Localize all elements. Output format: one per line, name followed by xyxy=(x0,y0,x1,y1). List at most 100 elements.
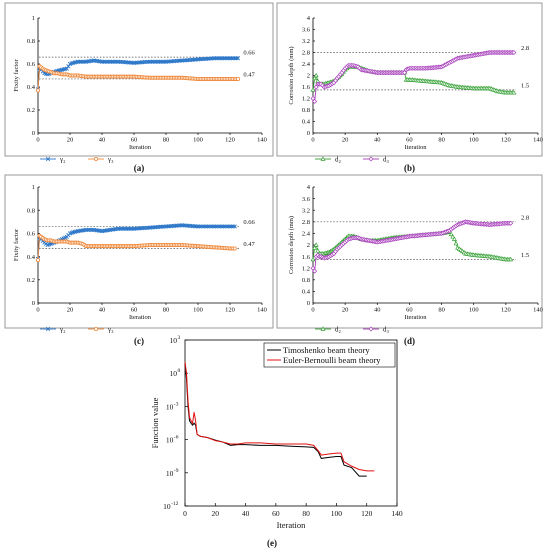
panel-label: (c) xyxy=(134,336,144,346)
data-point xyxy=(231,56,236,61)
x-tick-label: 140 xyxy=(391,509,403,518)
data-point xyxy=(146,59,151,64)
y-axis-title: Fixity factor xyxy=(13,59,20,92)
data-point xyxy=(155,59,161,64)
y-tick-label: 0.8 xyxy=(302,107,310,114)
x-tick-label: 40 xyxy=(99,137,106,144)
x-tick-label: 100 xyxy=(193,307,203,314)
panel-label: (b) xyxy=(404,163,415,173)
data-point xyxy=(200,224,205,229)
data-point xyxy=(199,224,204,229)
data-point xyxy=(79,59,84,64)
x-axis-title: Iteration xyxy=(129,314,152,321)
x-tick-label: 0 xyxy=(36,307,39,314)
data-point xyxy=(211,224,217,229)
panel-d: 00.40.81.21.622.42.83.23.640 20 40 60 80 100 1… xyxy=(276,174,543,334)
data-point xyxy=(210,56,215,61)
data-point xyxy=(36,88,41,93)
data-point xyxy=(221,224,226,229)
y-tick-label: 0.8 xyxy=(27,38,35,45)
series-1 xyxy=(36,233,237,263)
data-point xyxy=(115,226,121,231)
x-tick-label: 80 xyxy=(438,307,445,314)
data-point xyxy=(162,59,167,64)
y-tick-label: 2.8 xyxy=(302,219,310,226)
reference-line-label: 0.47 xyxy=(243,71,255,78)
data-point xyxy=(119,226,124,231)
legend-label: d₃ xyxy=(383,326,390,334)
x-tick-label: 120 xyxy=(225,137,235,144)
data-point xyxy=(130,226,135,231)
x-tick-label: 80 xyxy=(438,137,445,144)
y-tick-label: 2.4 xyxy=(302,231,311,238)
panel-b: 00.40.81.21.622.42.83.23.640 20 40 60 80 100 1… xyxy=(276,2,543,164)
data-point xyxy=(114,59,119,64)
y-tick-label: 2.8 xyxy=(302,50,310,57)
data-point xyxy=(120,226,125,231)
data-point xyxy=(111,59,116,64)
data-point xyxy=(224,56,229,61)
x-tick-label: 140 xyxy=(257,137,267,144)
data-point xyxy=(312,268,318,274)
data-point xyxy=(208,224,213,229)
y-tick-label: 10 xyxy=(166,402,174,411)
y-tick-label: 3.6 xyxy=(302,196,311,203)
legend-label: d₃ xyxy=(383,156,390,164)
legend-marker xyxy=(94,326,99,331)
x-tick-label: 0 xyxy=(36,137,39,144)
y-tick-label: 0.4 xyxy=(27,84,36,91)
data-point xyxy=(508,220,514,226)
data-point xyxy=(312,75,318,81)
x-tick-label: 60 xyxy=(406,137,413,144)
x-tick-label: 100 xyxy=(469,137,479,144)
y-tick-label: 4 xyxy=(307,184,311,191)
y-tick-label: 0 xyxy=(32,130,35,137)
legend-label: d₂ xyxy=(335,326,342,334)
y-axis-title: Fixity factor xyxy=(13,228,20,261)
y-tick-exponent: -6 xyxy=(174,435,179,441)
y-tick-label: 0.2 xyxy=(27,277,35,284)
data-point xyxy=(216,224,221,229)
data-point xyxy=(194,224,199,229)
x-tick-label: 80 xyxy=(163,137,170,144)
y-tick-label: 2 xyxy=(307,242,310,249)
y-tick-label: 0.8 xyxy=(302,277,310,284)
data-point xyxy=(218,56,223,61)
plot-box xyxy=(184,339,398,507)
data-point xyxy=(215,56,220,61)
data-point xyxy=(511,90,517,95)
data-point xyxy=(36,258,41,263)
legend-label: γ₃ xyxy=(107,326,114,334)
data-point xyxy=(106,59,111,64)
x-tick-label: 120 xyxy=(501,137,511,144)
data-point xyxy=(310,256,316,262)
data-point xyxy=(157,59,162,64)
data-point xyxy=(310,87,316,92)
reference-line-label: 2.8 xyxy=(521,214,529,221)
y-tick-label: 10 xyxy=(163,502,171,511)
reference-line-label: 1.5 xyxy=(521,252,529,259)
data-point xyxy=(107,59,113,64)
reference-line-label: 2.8 xyxy=(521,45,529,52)
x-tick-label: 20 xyxy=(67,307,74,314)
legend-label: γ₂ xyxy=(59,156,66,164)
legend-label: γ₂ xyxy=(59,326,66,334)
y-tick-exponent: -3 xyxy=(174,401,179,407)
data-point xyxy=(147,59,153,64)
y-tick-label: 0 xyxy=(307,300,310,307)
x-axis-title: Iteration xyxy=(277,520,307,530)
x-tick-label: 40 xyxy=(99,307,106,314)
data-point xyxy=(215,224,220,229)
series-line-0 xyxy=(184,362,367,477)
data-point xyxy=(154,59,159,64)
data-point xyxy=(229,56,234,61)
y-tick-label: 3.2 xyxy=(302,207,310,214)
x-tick-label: 0 xyxy=(311,137,314,144)
data-point xyxy=(109,59,114,64)
y-tick-label: 0.2 xyxy=(27,107,35,114)
data-point xyxy=(312,245,318,250)
x-tick-label: 0 xyxy=(311,307,314,314)
y-tick-label: 1.6 xyxy=(302,84,311,91)
y-tick-label: 1.2 xyxy=(302,265,310,272)
